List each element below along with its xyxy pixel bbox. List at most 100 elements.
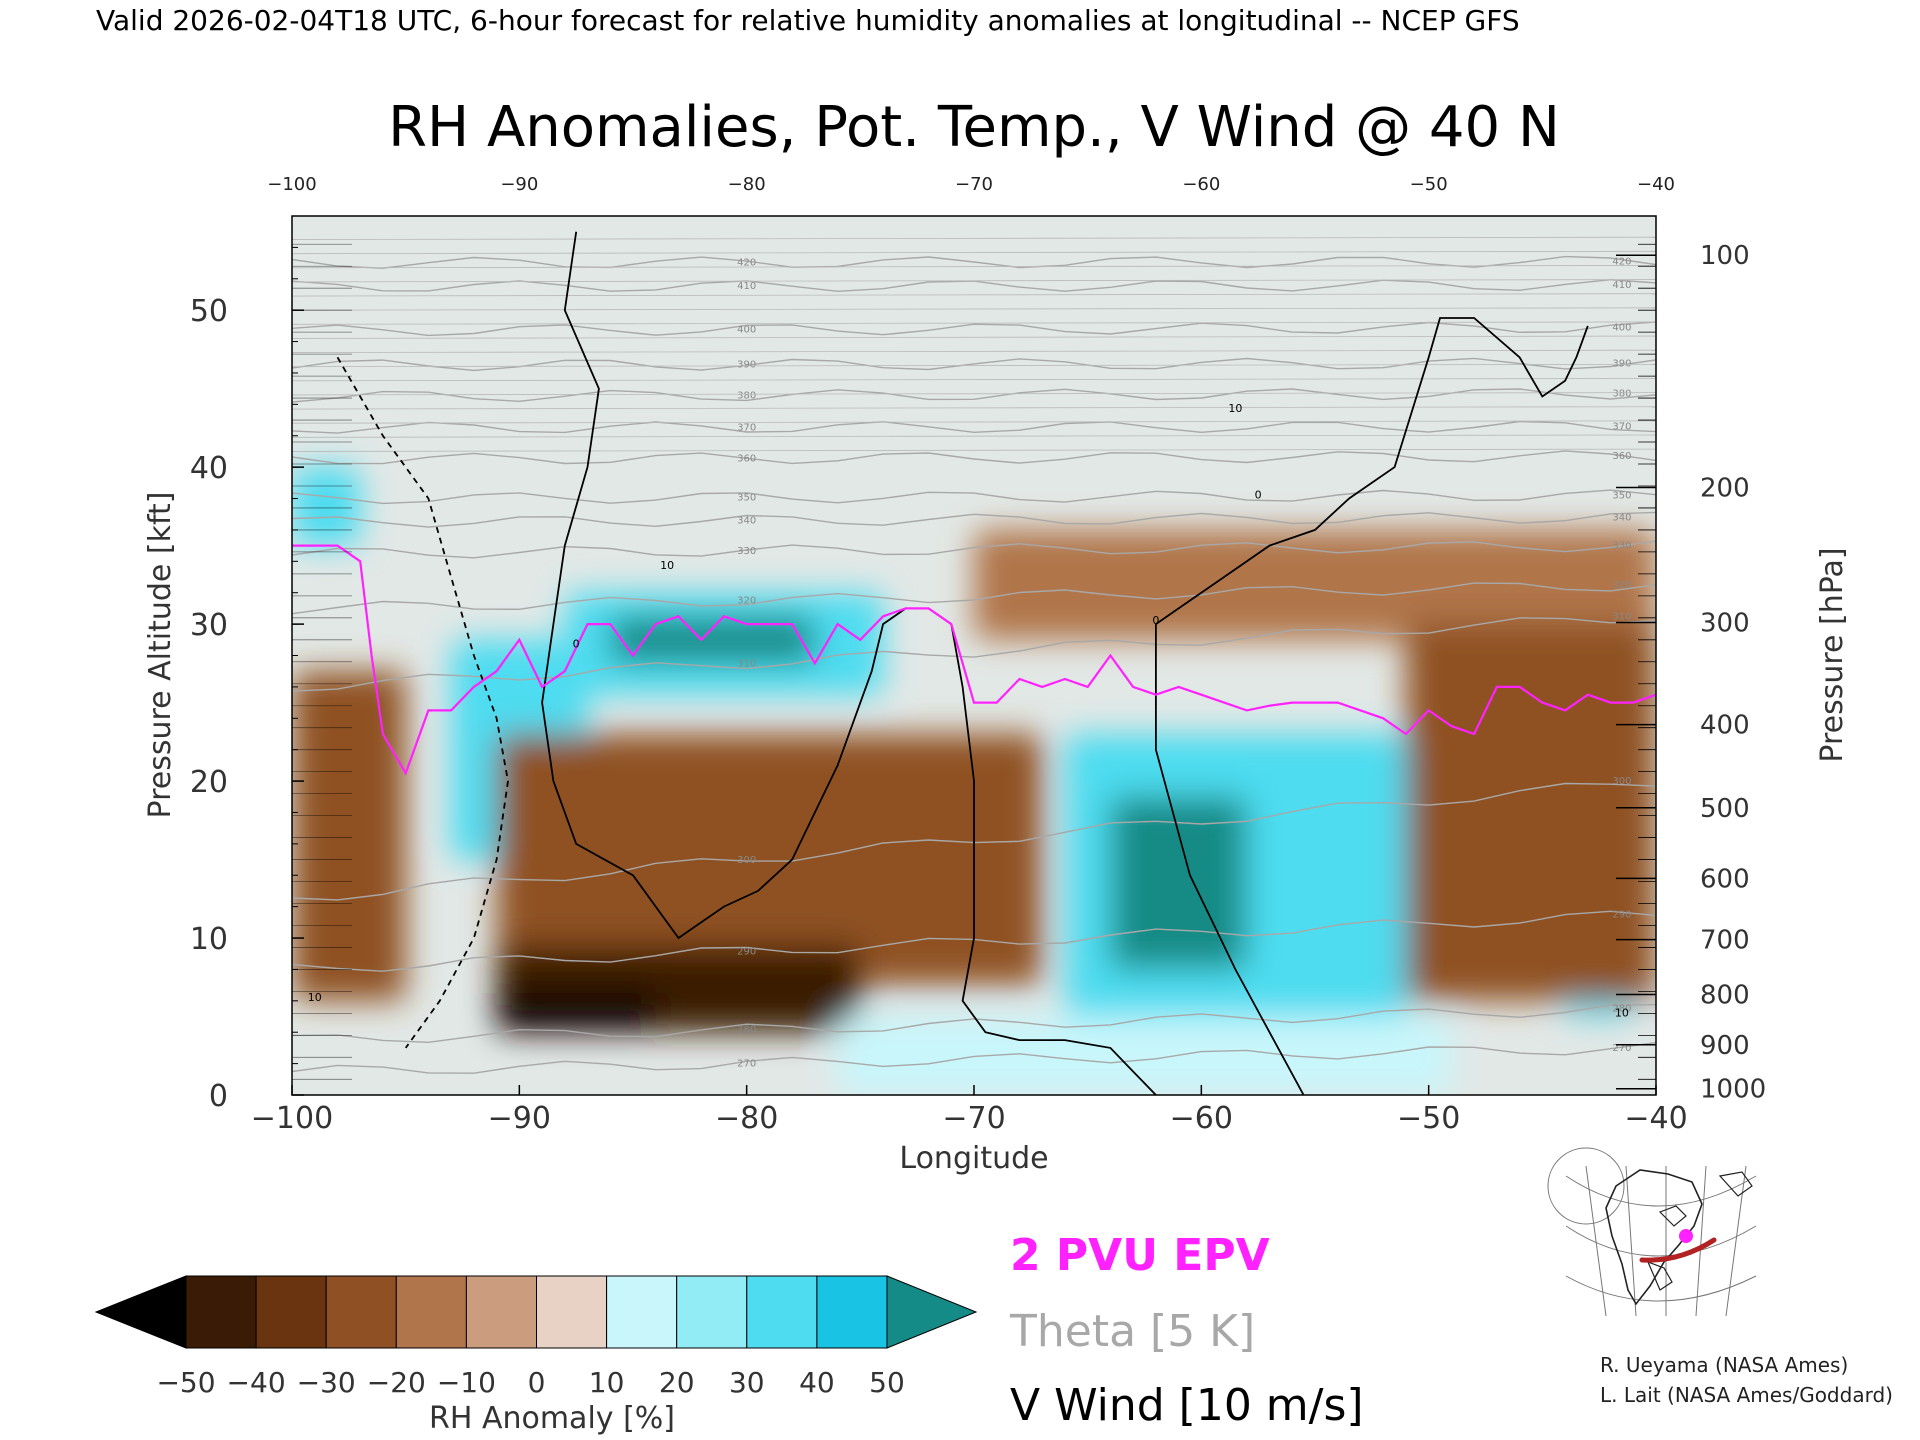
theta-label-350: 350 [737, 492, 756, 503]
theta-label-380: 380 [737, 390, 756, 401]
x-axis-label: Longitude [899, 1141, 1048, 1176]
v-wind-contours [336, 231, 1589, 1095]
colorbar-tick-label: −30 [297, 1366, 356, 1399]
theta-label-280: 280 [737, 1025, 756, 1036]
theta-label-410: 410 [737, 281, 756, 292]
legend-pv: 2 PVU EPV [1010, 1230, 1270, 1281]
theta-label-east-380: 380 [1612, 388, 1631, 399]
x-top-tick-label: −80 [728, 174, 766, 195]
theta-line-320 [292, 582, 1656, 615]
x-top-tick-label: −70 [955, 174, 993, 195]
theta-label-310: 310 [737, 659, 756, 670]
pressure-tick-label: 200 [1700, 474, 1750, 504]
colorbar-tick-label: 30 [729, 1366, 765, 1399]
x-tick-label: −60 [1170, 1101, 1233, 1136]
colorbar-tick-label: 0 [528, 1366, 546, 1399]
theta-label-340: 340 [737, 516, 756, 527]
y-tick-label: 50 [190, 294, 228, 329]
theta-label-east-350: 350 [1612, 490, 1631, 501]
theta-label-320: 320 [737, 596, 756, 607]
theta-line-350 [292, 489, 1656, 505]
theta-thin-line [292, 321, 1656, 325]
theta-label-east-400: 400 [1612, 322, 1631, 333]
pressure-tick-label: 500 [1700, 794, 1750, 824]
theta-label-east-280: 280 [1612, 1004, 1631, 1015]
theta-label-360: 360 [737, 453, 756, 464]
v-wind-line-central-west-zero [541, 231, 1157, 1095]
theta-line-310 [292, 617, 1656, 692]
colorbar-over-arrow [886, 1275, 978, 1349]
colorbar-swatch [465, 1275, 537, 1349]
theta-label-east-300: 300 [1612, 776, 1631, 787]
locator-map [1547, 1147, 1757, 1317]
pv-2pvu-polyline [292, 544, 1656, 776]
x-top-tick-label: −100 [267, 174, 316, 195]
x-tick-label: −90 [488, 1101, 551, 1136]
colorbar-tick-label: −50 [156, 1366, 215, 1399]
rh-field-tropopause-core-saturated [610, 616, 815, 664]
colorbar-swatch [676, 1275, 748, 1349]
y-tick-label: 30 [190, 608, 228, 643]
colorbar-swatch [536, 1275, 608, 1349]
contour-label-0: 0 [1255, 489, 1262, 502]
theta-label-east-340: 340 [1612, 512, 1631, 523]
theta-line-380 [292, 388, 1656, 403]
colorbar-tick-label: −20 [367, 1366, 426, 1399]
pressure-tick-label: 100 [1700, 241, 1750, 271]
pressure-tick-label: 1000 [1700, 1075, 1766, 1105]
theta-label-east-290: 290 [1612, 909, 1631, 920]
theta-label-300: 300 [737, 855, 756, 866]
theta-thin-line [292, 392, 1656, 396]
x-tick-label: −100 [251, 1101, 333, 1136]
colorbar-tick-label: −10 [437, 1366, 496, 1399]
theta-thin-line [292, 335, 1656, 339]
theta-line-390 [292, 357, 1656, 372]
theta-thin-line [292, 236, 1656, 240]
colorbar-under-arrow [94, 1275, 187, 1349]
rh-anomaly-field [292, 467, 1656, 1095]
theta-thin-line [292, 434, 1656, 438]
rh-field-surface-moist-band [837, 1016, 1452, 1095]
theta-label-370: 370 [737, 422, 756, 433]
theta-label-270: 270 [737, 1059, 756, 1070]
rh-field-eastern-saturated-core [1110, 796, 1247, 970]
theta-thin-line [292, 307, 1656, 311]
contour-label-0: 0 [1152, 614, 1159, 627]
rh-field-lowlevel-extreme-dry [496, 992, 656, 1030]
y-tick-label: 0 [209, 1079, 228, 1114]
theta-label-east-420: 420 [1612, 257, 1631, 268]
contour-label-10: 10 [1228, 402, 1242, 415]
rh-field-midlevel-east-dry [1405, 624, 1656, 1001]
y2-axis-label: Pressure [hPa] [1815, 547, 1850, 762]
theta-label-390: 390 [737, 360, 756, 371]
theta-thin-line [292, 265, 1656, 269]
theta-label-420: 420 [737, 258, 756, 269]
theta-thin-line [292, 448, 1656, 452]
theta-thin-line [292, 420, 1656, 424]
x-tick-label: −40 [1624, 1101, 1687, 1136]
theta-label-400: 400 [737, 325, 756, 336]
v-wind-line-west-upper-dashed [336, 356, 509, 1049]
y-axis-label: Pressure Altitude [kft] [143, 492, 178, 819]
contour-label-10: 10 [660, 559, 674, 572]
theta-line-420 [292, 255, 1656, 269]
theta-label-east-370: 370 [1612, 421, 1631, 432]
theta-thin-line [292, 349, 1656, 353]
x-top-tick-label: −90 [500, 174, 538, 195]
pressure-tick-label: 300 [1700, 609, 1750, 639]
y-axis-left: 0 10 20 30 40 50 [190, 215, 304, 1114]
colorbar-swatch [395, 1275, 467, 1349]
y-tick-label: 20 [190, 765, 228, 800]
pressure-tick-label: 700 [1700, 926, 1750, 956]
rh-field-western-dry-column [292, 671, 406, 1001]
contour-label-10: 10 [1615, 1007, 1629, 1020]
theta-label-east-310: 310 [1612, 611, 1631, 622]
colorbar-tick-label: 20 [659, 1366, 695, 1399]
v-wind-line-eastern-zero [1155, 317, 1589, 1095]
theta-line-330 [292, 540, 1656, 559]
colorbar-tick-label: 10 [589, 1366, 625, 1399]
rh-field-upper-west-moist [292, 467, 361, 546]
x-top-tick-label: −60 [1182, 174, 1220, 195]
